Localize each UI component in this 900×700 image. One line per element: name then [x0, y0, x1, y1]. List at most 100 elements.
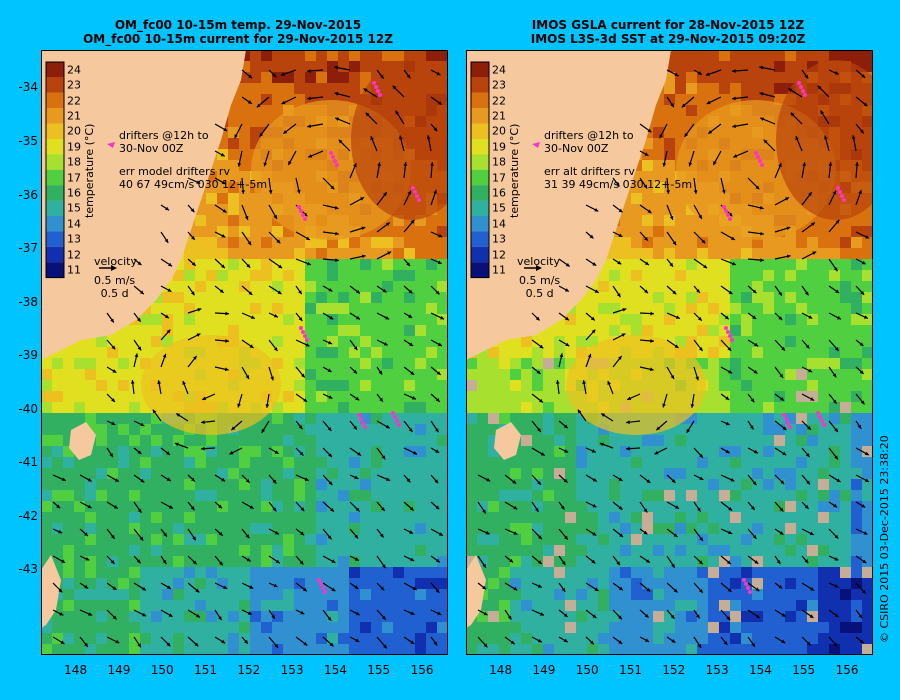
- sst-cell: [228, 468, 239, 479]
- sst-cell: [587, 622, 598, 633]
- sst-cell: [327, 303, 338, 314]
- sst-cell: [195, 237, 206, 248]
- sst-cell: [404, 534, 415, 545]
- sst-cell: [360, 292, 371, 303]
- sst-cell: [382, 391, 393, 402]
- velocity-arrowhead: [802, 162, 807, 167]
- drifter-point: [331, 155, 335, 159]
- sst-cell: [499, 336, 510, 347]
- sst-cell: [283, 457, 294, 468]
- sst-cell: [360, 336, 371, 347]
- sst-cell: [426, 248, 437, 259]
- sst-cell: [730, 446, 741, 457]
- sst-cell: [371, 292, 382, 303]
- sst-cell: [807, 424, 818, 435]
- velocity-arrowhead: [263, 162, 268, 167]
- velocity-arrowhead: [644, 236, 648, 241]
- tasmania-coast: [466, 555, 486, 628]
- sst-cell: [763, 512, 774, 523]
- sst-cell: [173, 270, 184, 281]
- sst-cell: [393, 413, 404, 424]
- sst-cell: [829, 303, 840, 314]
- sst-cell: [239, 237, 250, 248]
- sst-cell: [338, 534, 349, 545]
- sst-cell: [140, 490, 151, 501]
- sst-cell: [741, 600, 752, 611]
- sst-cell: [371, 413, 382, 424]
- sst-cell: [393, 457, 404, 468]
- sst-cell: [851, 358, 862, 369]
- velocity-arrowhead: [334, 65, 339, 70]
- sst-cell: [129, 512, 140, 523]
- velocity-arrowhead: [353, 346, 358, 351]
- sst-cell: [741, 281, 752, 292]
- sst-cell: [576, 545, 587, 556]
- sst-cell: [349, 567, 360, 578]
- sst-cell: [41, 402, 52, 413]
- sst-cell: [752, 380, 763, 391]
- sst-cell: [521, 380, 532, 391]
- sst-cell: [151, 347, 162, 358]
- sst-cell: [107, 402, 118, 413]
- velocity-arrowhead: [328, 395, 333, 399]
- sst-cell: [763, 347, 774, 358]
- sst-cell: [807, 358, 818, 369]
- colorbar: [45, 61, 65, 279]
- left-panel-title: OM_fc00 10-15m temp. 29-Nov-2015 OM_fc00…: [48, 18, 428, 46]
- sst-cell: [675, 644, 686, 655]
- sst-cell: [107, 479, 118, 490]
- sst-cell: [532, 611, 543, 622]
- sst-cell: [261, 61, 272, 72]
- sst-cell: [206, 534, 217, 545]
- sst-cell: [543, 380, 554, 391]
- drifter-point: [415, 194, 419, 198]
- velocity-arrowhead: [162, 353, 167, 358]
- sst-cell: [697, 105, 708, 116]
- drifter-point: [374, 85, 378, 89]
- sst-cell: [129, 468, 140, 479]
- sst-cell: [261, 424, 272, 435]
- sst-cell: [74, 611, 85, 622]
- sst-cell: [686, 237, 697, 248]
- sst-cell: [675, 83, 686, 94]
- sst-cell: [151, 501, 162, 512]
- sst-cell: [653, 303, 664, 314]
- sst-cell: [96, 336, 107, 347]
- sst-cell: [631, 468, 642, 479]
- sst-cell: [393, 600, 404, 611]
- sst-cell: [283, 512, 294, 523]
- velocity-arrowhead: [833, 267, 838, 272]
- sst-cell: [360, 270, 371, 281]
- sst-cell: [272, 237, 283, 248]
- sst-cell: [206, 435, 217, 446]
- sst-cell: [195, 611, 206, 622]
- sst-cell: [631, 457, 642, 468]
- sst-cell: [118, 633, 129, 644]
- left-map-panel[interactable]: [41, 50, 448, 655]
- sst-cell: [173, 622, 184, 633]
- velocity-arrowhead: [763, 139, 768, 144]
- sst-cell: [565, 435, 576, 446]
- colorbar-swatch: [46, 154, 64, 170]
- sst-cell: [620, 490, 631, 501]
- sst-cell: [543, 413, 554, 424]
- sst-cell: [785, 336, 796, 347]
- sst-cell: [173, 314, 184, 325]
- sst-cell: [708, 534, 719, 545]
- sst-cell: [664, 589, 675, 600]
- sst-cell: [796, 567, 807, 578]
- velocity-arrowhead: [759, 205, 764, 210]
- right-map-panel[interactable]: [466, 50, 873, 655]
- sst-cell: [349, 369, 360, 380]
- velocity-arrowhead: [300, 531, 305, 536]
- velocity-arrowhead: [697, 316, 702, 321]
- colorbar-swatch: [46, 200, 64, 216]
- velocity-arrowhead: [304, 477, 309, 481]
- sst-cell: [598, 589, 609, 600]
- sst-cell: [338, 622, 349, 633]
- velocity-arrowhead: [760, 231, 764, 236]
- sst-cell: [294, 567, 305, 578]
- sst-cell: [719, 413, 730, 424]
- velocity-arrowhead: [832, 373, 837, 378]
- sst-cell: [305, 347, 316, 358]
